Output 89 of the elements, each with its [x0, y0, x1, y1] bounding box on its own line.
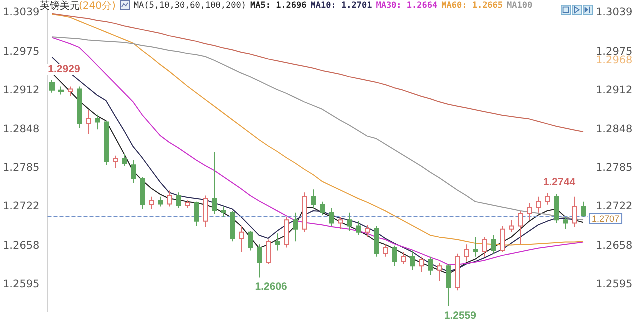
candlestick: [113, 155, 118, 169]
y2-tick-label: 1.3039: [596, 6, 633, 19]
y2-tick-label: 1.2785: [596, 162, 633, 174]
candlestick: [509, 220, 514, 233]
candlestick: [320, 201, 325, 216]
candlestick: [482, 236, 487, 258]
candlestick: [86, 110, 91, 135]
chart-subtitle: (240分): [79, 0, 116, 13]
y-tick-label: 1.2848: [2, 124, 40, 136]
candlestick: [545, 192, 550, 206]
annotation: 1.2606: [255, 281, 288, 294]
y-tick-label: 1.2722: [2, 200, 40, 213]
candlestick: [158, 196, 163, 208]
candlestick: [275, 233, 280, 252]
y2-tick-label: 1.2912: [596, 84, 633, 96]
candlestick: [536, 196, 541, 214]
text: MA60: 1.2665: [442, 1, 504, 11]
candlestick: [95, 114, 100, 130]
candlestick: [284, 216, 289, 248]
y2-tick-label: 1.2722: [596, 200, 633, 213]
candlestick: [329, 207, 334, 227]
y2-tick-label: 1.2658: [596, 240, 633, 252]
candlestick: [122, 154, 127, 167]
candlestick: [230, 210, 235, 242]
candlestick: [58, 86, 64, 96]
candlestick: [131, 160, 136, 184]
candlestick: [527, 202, 532, 221]
candlestick: [311, 189, 316, 208]
text: MA30: 1.2664: [376, 1, 438, 11]
candlestick: [49, 80, 55, 94]
annotation: 1.2744: [543, 176, 576, 189]
y-tick-label: 1.2658: [2, 240, 40, 252]
candlestick: [212, 152, 217, 215]
candlestick: [356, 220, 361, 236]
text: MA10: 1.2701: [310, 1, 372, 11]
candlestick: [455, 253, 460, 292]
annotation: 1.2559: [444, 310, 477, 320]
candlestick: [518, 210, 523, 246]
candlestick: [374, 226, 379, 258]
candlestick: [473, 236, 478, 258]
text: MA100: [507, 1, 533, 11]
candlestick: [419, 256, 424, 273]
candlestick: [293, 212, 298, 242]
candlestick: [464, 244, 469, 262]
candlestick: [302, 192, 307, 233]
candlestick: [563, 216, 568, 230]
y-tick-label: 1.3039: [2, 6, 40, 19]
candlestick: [176, 192, 181, 208]
candlestick: [338, 216, 343, 230]
candlestick: [248, 230, 253, 252]
candlestick: [239, 226, 244, 253]
candlestick: [185, 200, 190, 208]
candlestick: [149, 196, 154, 210]
candlestick: [194, 201, 199, 227]
text: MA5: 1.2696: [250, 1, 307, 11]
candlestick: [68, 86, 73, 98]
y2-tick-label: 1.2848: [596, 124, 633, 136]
candlestick: [491, 234, 496, 254]
candlestick: [203, 195, 208, 228]
candlestick: [77, 86, 82, 129]
ref-line-label: 1.2707: [592, 214, 620, 224]
candlestick: [167, 190, 172, 208]
candlestick: [257, 244, 262, 278]
y-tick-label: 1.2595: [2, 278, 40, 290]
candlestick: [428, 256, 433, 276]
candlestick: [410, 250, 415, 271]
candlestick: [104, 120, 109, 166]
candlestick: [500, 226, 505, 253]
chart-title: 英镑美元: [40, 0, 80, 13]
y-tick-label: 1.2912: [2, 84, 40, 96]
y-tick-label: 1.2785: [2, 162, 40, 174]
candlestick: [365, 224, 370, 238]
candlestick: [347, 212, 352, 232]
y-tick-label: 1.2975: [2, 46, 40, 58]
candlestick: [401, 252, 406, 265]
candlestick: [437, 262, 442, 282]
candlestick: [581, 201, 586, 218]
y2-tick-label: 1.2595: [596, 278, 633, 290]
text: 1.2968: [596, 54, 633, 66]
candlestick: [221, 206, 226, 218]
annotation: 1.2929: [48, 64, 80, 76]
candlestick: [446, 264, 451, 307]
candlestick: [266, 239, 271, 265]
candlestick: [392, 245, 397, 267]
candlestick: [572, 196, 577, 228]
candlestick: [554, 194, 559, 224]
candlestick: [383, 244, 388, 258]
candlestick: [140, 176, 145, 210]
legend-title: MA(5,10,30,60,100,200): [134, 1, 246, 11]
